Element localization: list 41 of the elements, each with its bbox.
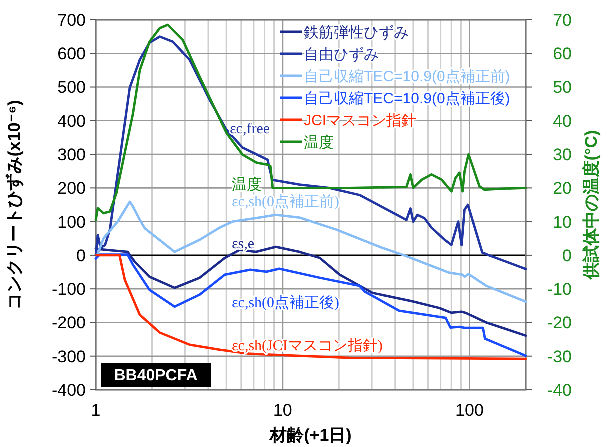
x-tick-label: 1 (91, 401, 101, 420)
annotation: BB40PCFA (114, 368, 198, 385)
y-tick-label: 500 (58, 78, 86, 98)
annotation: εc,free (230, 121, 270, 138)
x-tick-label: 100 (456, 401, 484, 420)
y2-tick-label: 60 (553, 44, 572, 64)
annotation: 温度 (232, 176, 262, 194)
legend-label: 自由ひずみ (304, 46, 379, 64)
y2-tick-label: 30 (553, 145, 572, 164)
legend-label: JCIマスコン指針 (304, 112, 416, 130)
y2-axis-title: 供試体中の温度(°C) (582, 130, 601, 281)
annotation: εc,sh(JCIマスコン指針) (232, 337, 383, 354)
y2-tick-label: -30 (547, 347, 572, 366)
y-tick-label: -300 (52, 347, 86, 366)
y-tick-label: -100 (52, 280, 86, 300)
y-tick-label: 300 (58, 145, 86, 164)
y-tick-label: -400 (52, 380, 86, 400)
y-tick-label: 200 (58, 179, 86, 198)
y2-tick-label: 20 (553, 179, 572, 198)
annotation: εc,sh(0点補正後) (232, 294, 340, 312)
legend-label: 温度 (304, 134, 334, 152)
y-tick-label: 100 (58, 212, 86, 232)
y-tick-label: 700 (58, 10, 86, 30)
x-axis-title: 材齢(+1日) (269, 426, 352, 445)
y-tick-label: 0 (76, 246, 86, 266)
y2-tick-label: 50 (553, 78, 572, 98)
annotation: εs,e (232, 236, 255, 252)
y-tick-label: -200 (52, 314, 86, 333)
y-axis-title: コンクリートひずみ(x10⁻⁶) (5, 100, 24, 310)
x-tick-label: 10 (273, 401, 292, 420)
y2-tick-label: -20 (547, 314, 572, 333)
y2-tick-label: -40 (547, 380, 572, 400)
legend-label: 自己収縮TEC=10.9(0点補正後) (304, 90, 510, 108)
y2-tick-label: 10 (553, 212, 572, 232)
y2-tick-label: -10 (547, 280, 572, 300)
y2-tick-label: 40 (553, 112, 572, 131)
y2-tick-label: 70 (553, 10, 572, 30)
y-tick-label: 600 (58, 44, 86, 64)
y2-tick-label: 0 (562, 246, 572, 266)
legend-label: 鉄筋弾性ひずみ (304, 24, 409, 42)
y-tick-label: 400 (58, 112, 86, 131)
